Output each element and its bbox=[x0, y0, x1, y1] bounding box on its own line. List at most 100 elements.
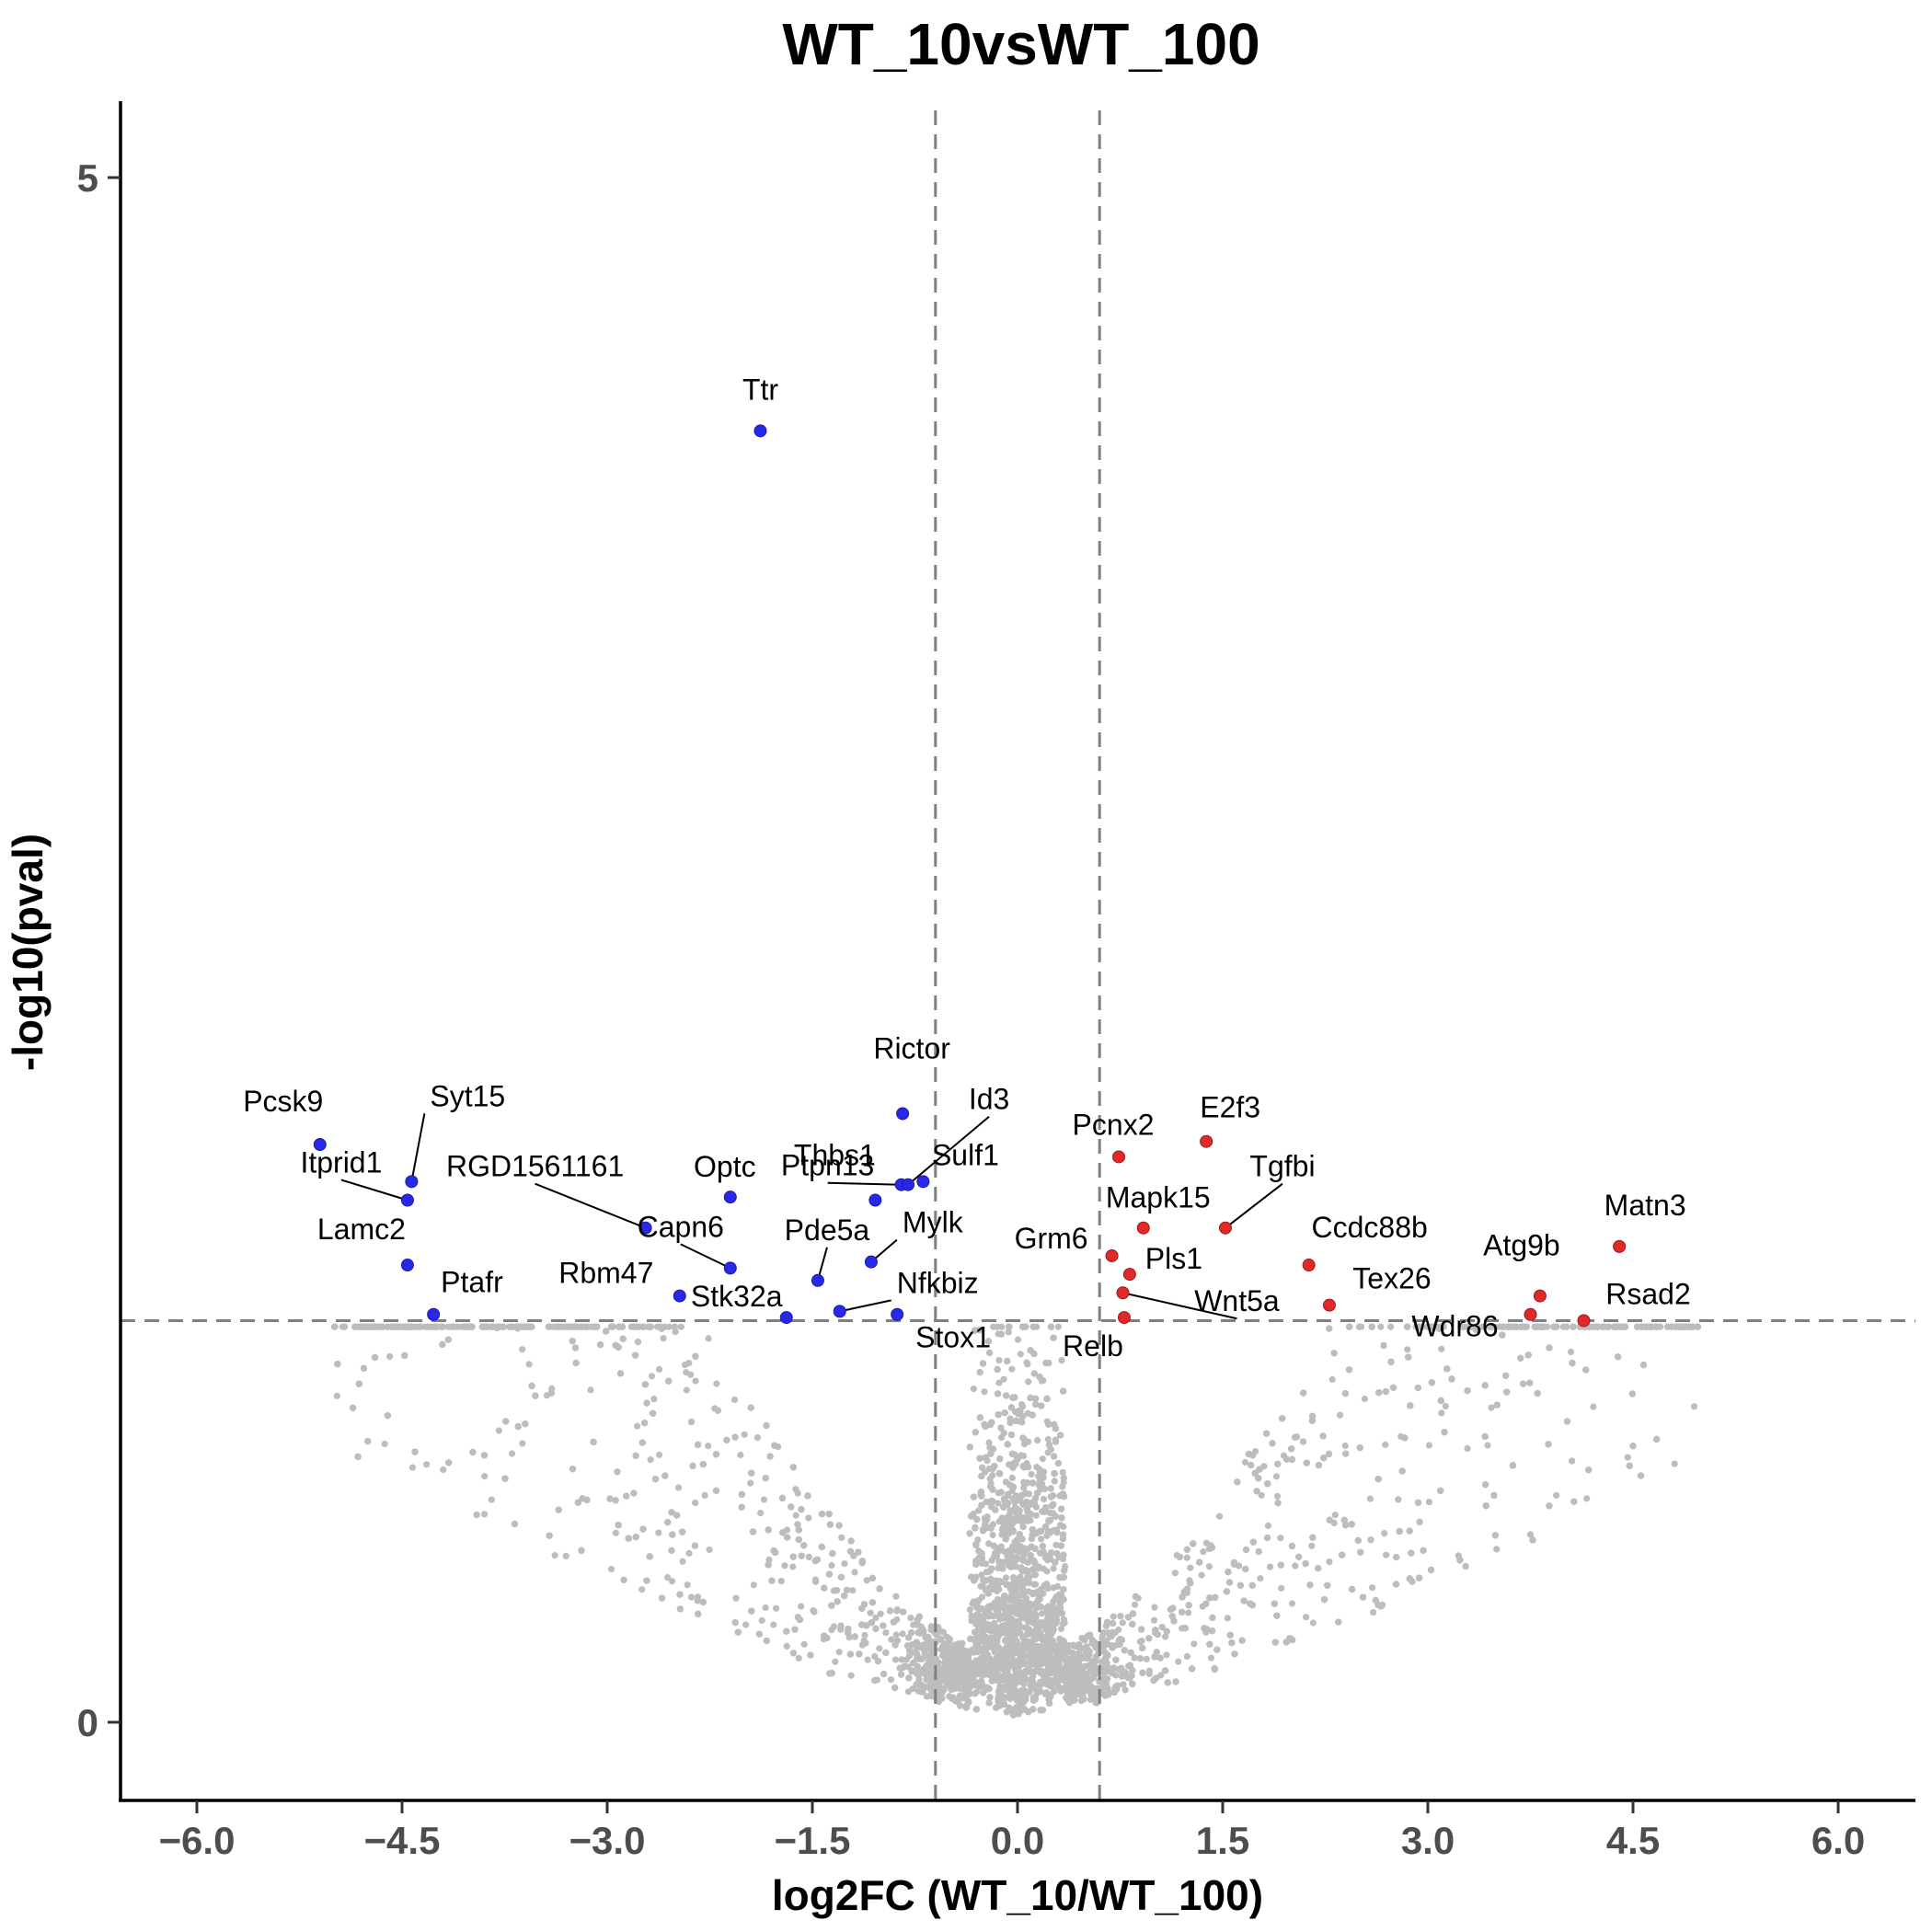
ns-point bbox=[989, 1531, 996, 1538]
ns-point bbox=[1438, 1345, 1445, 1352]
ns-point bbox=[1425, 1499, 1432, 1506]
ns-point bbox=[1157, 1672, 1165, 1679]
ns-point bbox=[1162, 1633, 1169, 1640]
ns-point bbox=[634, 1422, 641, 1430]
ns-point bbox=[1387, 1323, 1395, 1330]
ns-point bbox=[1060, 1616, 1067, 1623]
ns-point bbox=[1264, 1522, 1271, 1529]
ns-point bbox=[331, 1323, 339, 1330]
ns-point bbox=[907, 1615, 914, 1622]
ns-point bbox=[1150, 1616, 1158, 1624]
ns-point bbox=[656, 1451, 663, 1458]
ns-point bbox=[758, 1616, 765, 1624]
ns-point bbox=[660, 1335, 667, 1342]
ns-point bbox=[1034, 1437, 1041, 1444]
ns-point bbox=[1241, 1458, 1249, 1466]
ns-point bbox=[975, 1507, 983, 1514]
ns-point bbox=[1370, 1609, 1377, 1616]
ns-point bbox=[978, 1571, 985, 1579]
ns-point bbox=[1395, 1496, 1402, 1503]
ns-point bbox=[970, 1386, 977, 1393]
ns-point bbox=[903, 1656, 911, 1663]
ns-point bbox=[664, 1574, 672, 1581]
ns-point bbox=[675, 1484, 683, 1491]
ns-point bbox=[1624, 1454, 1631, 1461]
ns-point bbox=[835, 1649, 843, 1656]
ns-point bbox=[777, 1577, 785, 1585]
ns-point bbox=[1464, 1444, 1471, 1452]
ns-point bbox=[1277, 1535, 1284, 1542]
ns-point bbox=[677, 1323, 685, 1330]
ns-point bbox=[893, 1607, 901, 1615]
ns-point bbox=[408, 1464, 417, 1471]
ns-point bbox=[757, 1510, 765, 1517]
ns-point bbox=[668, 1578, 676, 1585]
ns-point bbox=[882, 1629, 890, 1637]
nonsignificant-points bbox=[330, 1323, 1702, 1719]
ns-point bbox=[1040, 1495, 1048, 1502]
ns-point bbox=[1567, 1348, 1575, 1356]
ns-point bbox=[737, 1451, 744, 1459]
ns-point bbox=[1308, 1542, 1316, 1549]
ns-point bbox=[1671, 1460, 1678, 1467]
ns-point bbox=[519, 1346, 526, 1353]
ns-point bbox=[1331, 1512, 1339, 1519]
ns-point bbox=[1383, 1551, 1390, 1558]
ns-point bbox=[831, 1623, 838, 1630]
ns-point bbox=[1309, 1619, 1317, 1627]
ns-point bbox=[683, 1386, 690, 1394]
ns-point bbox=[1187, 1564, 1194, 1571]
ns-point bbox=[1017, 1351, 1024, 1358]
ns-point bbox=[1006, 1415, 1014, 1422]
ns-point bbox=[705, 1335, 712, 1342]
ns-point bbox=[1484, 1442, 1491, 1449]
ns-point bbox=[828, 1561, 835, 1570]
ns-point bbox=[1008, 1474, 1016, 1481]
ns-point bbox=[381, 1440, 388, 1448]
ns-point bbox=[741, 1431, 748, 1438]
ns-point bbox=[701, 1491, 708, 1499]
ns-point bbox=[525, 1361, 533, 1368]
ns-point bbox=[694, 1597, 701, 1604]
ns-point bbox=[904, 1688, 913, 1696]
ns-point bbox=[650, 1396, 658, 1403]
ns-point bbox=[1224, 1615, 1231, 1622]
ns-point bbox=[1198, 1571, 1205, 1579]
ns-point bbox=[1272, 1473, 1281, 1480]
ns-point bbox=[685, 1549, 693, 1557]
ns-point bbox=[864, 1656, 871, 1663]
ns-point bbox=[1014, 1336, 1022, 1343]
ns-point bbox=[1326, 1558, 1333, 1566]
ns-point bbox=[706, 1546, 713, 1554]
ns-point bbox=[995, 1500, 1002, 1507]
ns-point bbox=[1143, 1655, 1150, 1662]
ns-point bbox=[1151, 1604, 1158, 1611]
ns-point bbox=[713, 1380, 720, 1387]
ns-point bbox=[1526, 1531, 1535, 1538]
ns-point bbox=[841, 1560, 848, 1568]
ns-point bbox=[1257, 1575, 1264, 1582]
ns-point bbox=[683, 1369, 690, 1376]
ns-point bbox=[386, 1352, 394, 1361]
ns-point bbox=[692, 1377, 699, 1385]
ns-point bbox=[587, 1386, 594, 1394]
ns-point bbox=[1077, 1697, 1085, 1705]
ns-point bbox=[981, 1388, 988, 1396]
ns-point bbox=[1050, 1565, 1057, 1572]
ns-point bbox=[871, 1652, 879, 1660]
ns-point bbox=[1215, 1512, 1224, 1520]
ns-point bbox=[1382, 1441, 1389, 1448]
ns-point bbox=[648, 1373, 656, 1380]
ns-point bbox=[1205, 1563, 1213, 1570]
ns-point bbox=[891, 1656, 900, 1663]
ns-point bbox=[1023, 1568, 1030, 1575]
ns-point bbox=[986, 1475, 994, 1482]
ns-point bbox=[1488, 1404, 1495, 1411]
ns-point bbox=[927, 1693, 935, 1700]
ns-point bbox=[800, 1640, 808, 1648]
ns-point bbox=[892, 1631, 900, 1639]
ns-point bbox=[481, 1473, 489, 1480]
ns-point bbox=[861, 1631, 868, 1639]
ns-point bbox=[1044, 1435, 1052, 1443]
ns-point bbox=[851, 1569, 858, 1576]
